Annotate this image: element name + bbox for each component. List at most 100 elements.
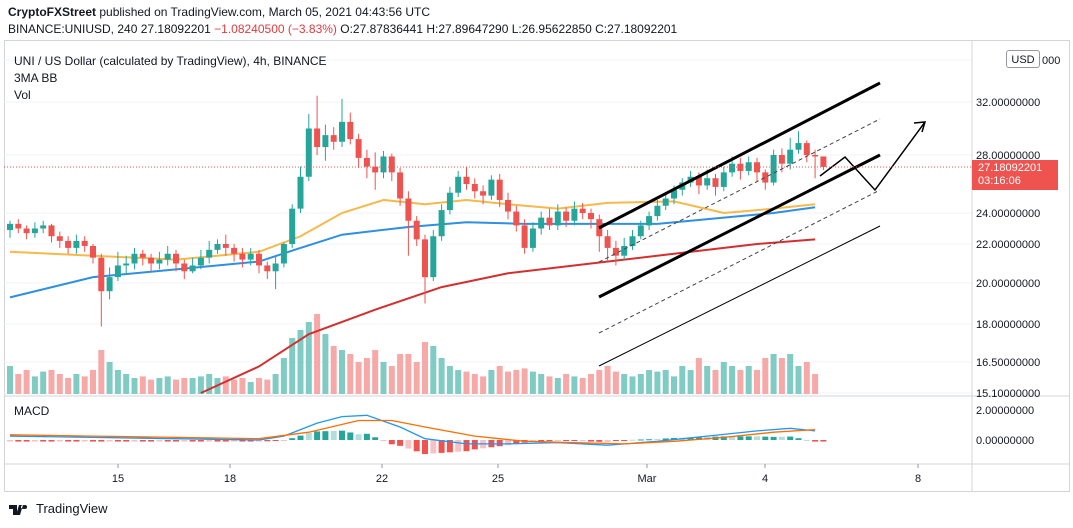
volume-bar: [604, 366, 611, 394]
macd-histogram-bar: [737, 436, 744, 440]
volume-bar: [471, 374, 478, 394]
chart-frame: [4, 40, 1070, 492]
candle-body: [15, 223, 22, 229]
macd-histogram-bar: [305, 432, 312, 440]
volume-bar: [637, 374, 644, 394]
macd-histogram-bar: [355, 434, 362, 440]
macd-histogram-bar: [206, 440, 213, 442]
volume-bar: [463, 371, 470, 394]
indicator-bb[interactable]: 3MA BB: [14, 71, 58, 85]
candle-body: [314, 128, 321, 148]
macd-histogram-bar: [90, 440, 96, 442]
ma-slow-line: [200, 238, 816, 394]
candle-body: [405, 198, 412, 221]
publisher-name[interactable]: CryptoFXStreet: [8, 5, 97, 19]
volume-bar: [654, 371, 661, 394]
candle-body: [563, 211, 570, 221]
candle-body: [571, 208, 578, 221]
candle-body: [488, 179, 495, 196]
macd-histogram-bar: [347, 432, 354, 440]
volume-bar: [305, 322, 312, 394]
macd-histogram-bar: [222, 440, 229, 442]
macd-histogram-bar: [778, 436, 785, 440]
symbol-line: BINANCE:UNIUSD, 240: [8, 22, 138, 36]
candle-body: [98, 257, 105, 292]
volume-bar: [380, 362, 387, 394]
macd-histogram-bar: [156, 440, 163, 442]
volume-bar: [264, 379, 271, 394]
macd-histogram-bar: [563, 440, 570, 441]
brand-name: TradingView: [36, 501, 108, 516]
candle-body: [181, 263, 188, 272]
volume-bar: [496, 366, 503, 394]
volume-bar: [347, 354, 354, 394]
macd-histogram-bar: [40, 440, 47, 442]
candle-body: [438, 210, 445, 237]
price-tick-label: 24.00000000: [976, 208, 1040, 220]
macd-histogram-bar: [496, 440, 503, 447]
candle-body: [695, 176, 702, 186]
macd-histogram-bar: [787, 436, 794, 440]
macd-histogram-bar: [397, 440, 404, 446]
volume-bar: [98, 350, 105, 394]
macd-tick-label: 2.00000000: [976, 405, 1034, 417]
volume-bar: [148, 379, 155, 394]
volume-bar: [529, 371, 536, 394]
macd-tick-label: 0.00000000: [976, 435, 1034, 447]
macd-histogram-bar: [588, 440, 594, 442]
macd-histogram-bar: [197, 440, 204, 442]
candle-body: [505, 199, 511, 212]
volume-bar: [446, 366, 453, 394]
macd-histogram-bar: [513, 440, 520, 444]
candle-body: [762, 172, 769, 183]
macd-histogram-bar: [73, 440, 80, 442]
macd-histogram-bar: [214, 440, 221, 442]
time-tick-label: 8: [915, 473, 921, 485]
trendline-drawings[interactable]: [598, 81, 927, 367]
volume-bar: [7, 366, 13, 394]
current-price-label: 27.18092201 03:16:06: [972, 160, 1058, 190]
volume-bar: [629, 376, 636, 394]
macd-histogram-bar: [646, 439, 653, 441]
price-tick-label: 000: [1042, 55, 1060, 67]
macd-histogram-bar: [745, 436, 752, 440]
volume-bar: [322, 334, 329, 394]
candle-body: [247, 253, 254, 260]
candle-body: [820, 156, 827, 167]
candle-body: [7, 223, 13, 231]
macd-histogram-bar: [380, 440, 387, 441]
tradingview-icon: [9, 504, 27, 515]
volume-bar: [156, 378, 163, 394]
macd-histogram-bar: [48, 440, 55, 442]
candle-body: [73, 240, 80, 248]
macd-histogram-bar: [538, 440, 545, 442]
indicator-vol[interactable]: Vol: [14, 88, 31, 102]
volume-bar: [438, 358, 445, 394]
candle-body: [787, 149, 794, 164]
volume-bar: [513, 370, 520, 394]
macd-histogram-bar: [687, 437, 694, 440]
candle-body: [173, 253, 179, 264]
candle-body: [380, 156, 387, 173]
volume-bar: [588, 374, 594, 394]
candle-body: [646, 216, 653, 226]
macd-histogram-bar: [505, 440, 511, 446]
indicator-macd[interactable]: MACD: [14, 404, 50, 418]
candle-body: [538, 217, 545, 229]
candle-body: [704, 178, 711, 186]
volume-bar: [330, 346, 337, 394]
candle-body: [148, 257, 155, 264]
currency-button[interactable]: USD: [1006, 50, 1040, 68]
price-tick-label: 15.10000000: [976, 388, 1040, 400]
tradingview-logo[interactable]: TradingView: [8, 501, 108, 516]
macd-histogram-bar: [612, 440, 619, 442]
price-tick-label: 28.00000000: [976, 150, 1040, 162]
volume-bar: [31, 376, 38, 394]
macd-histogram-bar: [114, 440, 121, 442]
macd-histogram-bar: [363, 433, 370, 440]
macd-histogram-bar: [695, 437, 702, 440]
candle-body: [671, 189, 677, 199]
candle-body: [546, 217, 553, 226]
macd-histogram-bar: [621, 440, 628, 441]
